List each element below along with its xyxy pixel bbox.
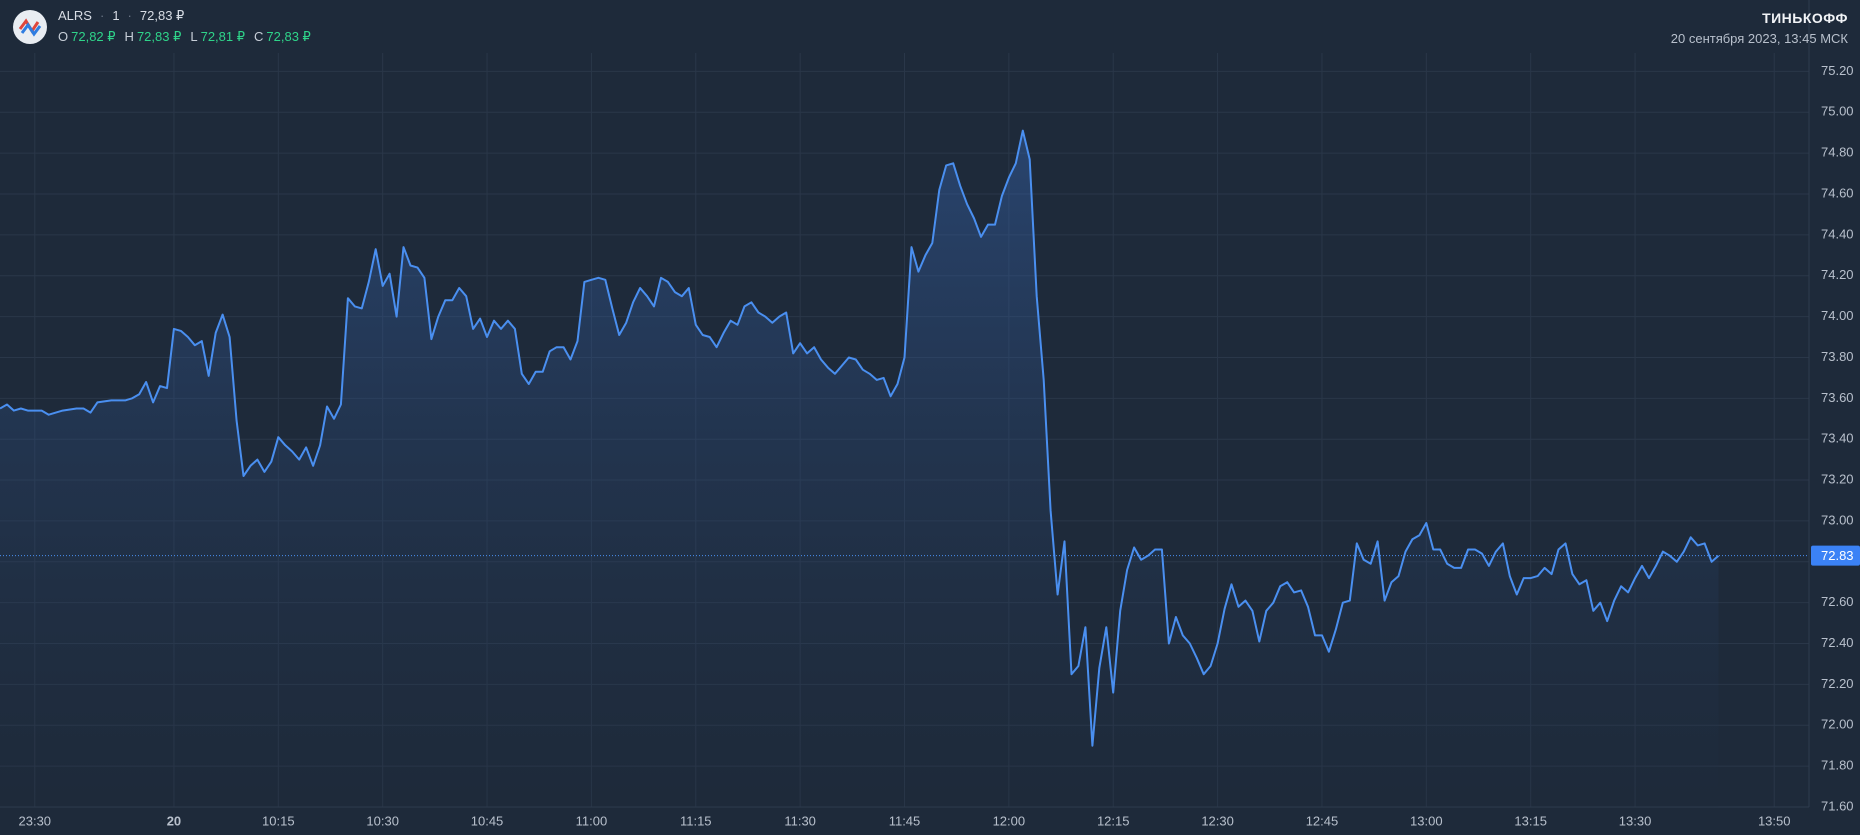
brand-block: ТИНЬКОФФ 20 сентября 2023, 13:45 МСК (1671, 10, 1848, 46)
y-tick-label: 73.60 (1821, 390, 1854, 405)
y-tick-label: 73.80 (1821, 349, 1854, 364)
x-tick-label: 10:45 (471, 813, 504, 828)
ohlc-key: C (254, 29, 264, 44)
header-line: ALRS · 1 · 72,83 ₽ (58, 8, 185, 23)
interval: 1 (112, 8, 120, 23)
header-text: ALRS · 1 · 72,83 ₽ O 72,82 ₽ H 72,83 ₽ L 72,81 ₽ C… (58, 8, 320, 45)
ohlc-key: O (58, 29, 69, 44)
y-tick-label: 74.80 (1821, 145, 1854, 160)
x-tick-label: 11:00 (576, 813, 608, 828)
y-tick-label: 74.00 (1821, 308, 1854, 323)
x-tick-label: 10:30 (366, 813, 399, 828)
x-tick-label: 11:45 (889, 813, 921, 828)
x-tick-label: 13:30 (1619, 813, 1652, 828)
x-tick-label: 13:15 (1514, 813, 1547, 828)
y-tick-label: 72.40 (1821, 635, 1854, 650)
y-tick-label: 73.20 (1821, 471, 1854, 486)
ohlc-line: O 72,82 ₽ H 72,83 ₽ L 72,81 ₽ C 72,83 ₽ (58, 29, 320, 45)
datetime: 20 сентября 2023, 13:45 МСК (1670, 31, 1848, 46)
ohlc-key: L (190, 29, 198, 44)
logo (13, 9, 47, 44)
y-tick-label: 72.60 (1821, 594, 1854, 609)
x-tick-label: 10:15 (262, 813, 295, 828)
ohlc-value: 72,83 ₽ (136, 29, 182, 44)
y-tick-label: 74.60 (1821, 185, 1854, 200)
x-tick-label: 12:30 (1201, 813, 1234, 828)
y-tick-label: 74.40 (1821, 226, 1854, 241)
ohlc-value: 72,83 ₽ (266, 29, 311, 44)
price-line (0, 129, 1720, 747)
y-tick-label: 73.40 (1821, 431, 1854, 446)
x-tick-label: 12:00 (993, 813, 1026, 828)
area (0, 130, 1719, 808)
y-tick-label: 74.20 (1821, 267, 1854, 282)
x-tick-label: 23:30 (19, 813, 52, 828)
y-tick-label: 73.00 (1821, 512, 1854, 527)
x-tick-label: 12:45 (1306, 813, 1339, 828)
ticker: ALRS (58, 8, 92, 23)
y-tick-label: 72.00 (1821, 717, 1854, 732)
y-tick-label: 75.00 (1821, 104, 1854, 119)
ohlc-value: 72,81 ₽ (200, 29, 246, 44)
x-tick-label: 12:15 (1097, 813, 1130, 828)
instrument-header: ALRS · 1 · 72,83 ₽ O 72,82 ₽ H 72,83 ₽ L 72,81 ₽ C… (12, 8, 320, 45)
last-price-box (1811, 545, 1860, 566)
x-tick-label: 13:50 (1758, 813, 1791, 828)
ohlc-key: H (124, 29, 134, 44)
x-tick-label: 11:15 (680, 813, 712, 828)
y-tick-label: 71.60 (1821, 798, 1854, 813)
x-tick-label: 13:00 (1410, 813, 1443, 828)
brand: ТИНЬКОФФ (1762, 10, 1848, 26)
ohlc-value: 72,82 ₽ (71, 29, 116, 44)
y-tick-label: 75.20 (1821, 63, 1854, 78)
y-tick-label: 71.80 (1821, 758, 1854, 773)
last-price-label: 72.83 (1821, 548, 1854, 563)
price: 72,83 ₽ (139, 8, 185, 23)
x-tick-label: 20 (167, 813, 181, 828)
x-tick-label: 11:30 (784, 813, 816, 828)
y-tick-label: 72.20 (1821, 676, 1854, 691)
